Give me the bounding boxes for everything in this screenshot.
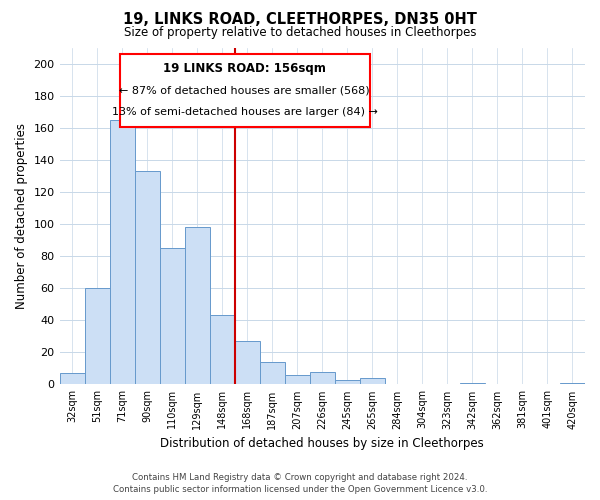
- Text: Contains HM Land Registry data © Crown copyright and database right 2024.
Contai: Contains HM Land Registry data © Crown c…: [113, 472, 487, 494]
- X-axis label: Distribution of detached houses by size in Cleethorpes: Distribution of detached houses by size …: [160, 437, 484, 450]
- Bar: [235, 341, 260, 384]
- Bar: [209, 316, 235, 384]
- Bar: [110, 120, 134, 384]
- Bar: [460, 383, 485, 384]
- Text: 19 LINKS ROAD: 156sqm: 19 LINKS ROAD: 156sqm: [163, 62, 326, 75]
- Text: 19, LINKS ROAD, CLEETHORPES, DN35 0HT: 19, LINKS ROAD, CLEETHORPES, DN35 0HT: [123, 12, 477, 28]
- Bar: [185, 227, 209, 384]
- Bar: [134, 171, 160, 384]
- FancyBboxPatch shape: [120, 54, 370, 127]
- Bar: [560, 383, 585, 384]
- Text: ← 87% of detached houses are smaller (568): ← 87% of detached houses are smaller (56…: [119, 86, 370, 96]
- Text: 13% of semi-detached houses are larger (84) →: 13% of semi-detached houses are larger (…: [112, 107, 378, 117]
- Bar: [59, 373, 85, 384]
- Bar: [260, 362, 285, 384]
- Bar: [335, 380, 360, 384]
- Bar: [310, 372, 335, 384]
- Bar: [285, 375, 310, 384]
- Bar: [85, 288, 110, 384]
- Bar: [360, 378, 385, 384]
- Y-axis label: Number of detached properties: Number of detached properties: [15, 123, 28, 309]
- Bar: [160, 248, 185, 384]
- Text: Size of property relative to detached houses in Cleethorpes: Size of property relative to detached ho…: [124, 26, 476, 39]
